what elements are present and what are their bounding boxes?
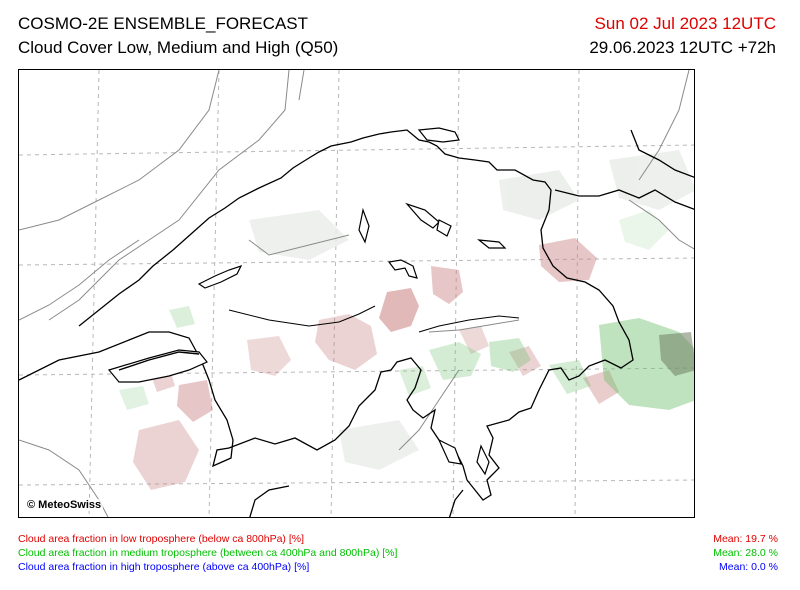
legend-mean-low: Mean: 19.7 % <box>713 533 778 545</box>
rivers <box>19 70 694 517</box>
low-cloud-field <box>133 238 619 490</box>
valid-time: Sun 02 Jul 2023 12UTC <box>594 14 776 33</box>
lakes <box>107 127 507 476</box>
cloud-haze <box>249 150 694 470</box>
legend-label-medium: Cloud area fraction in medium tropospher… <box>18 547 398 559</box>
forecast-subtitle: Cloud Cover Low, Medium and High (Q50) <box>18 38 339 57</box>
legend: Cloud area fraction in low troposphere (… <box>18 532 780 574</box>
lake-geneva <box>118 351 200 371</box>
legend-row-low: Cloud area fraction in low troposphere (… <box>18 532 780 546</box>
copyright-label: © MeteoSwiss <box>25 499 104 511</box>
lat-lon-grid <box>19 70 694 517</box>
map-canvas <box>19 70 694 517</box>
legend-mean-medium: Mean: 28.0 % <box>713 547 778 559</box>
region-boundaries <box>228 305 520 333</box>
legend-row-medium: Cloud area fraction in medium tropospher… <box>18 546 780 560</box>
legend-mean-high: Mean: 0.0 % <box>719 561 778 573</box>
legend-row-high: Cloud area fraction in high troposphere … <box>18 560 780 574</box>
run-time: 29.06.2023 12UTC +72h <box>589 38 776 57</box>
country-border <box>19 129 694 517</box>
forecast-title: COSMO-2E ENSEMBLE_FORECAST <box>18 14 309 33</box>
forecast-map: © MeteoSwiss <box>18 69 695 518</box>
legend-label-low: Cloud area fraction in low troposphere (… <box>18 533 304 545</box>
legend-label-high: Cloud area fraction in high troposphere … <box>18 561 310 573</box>
